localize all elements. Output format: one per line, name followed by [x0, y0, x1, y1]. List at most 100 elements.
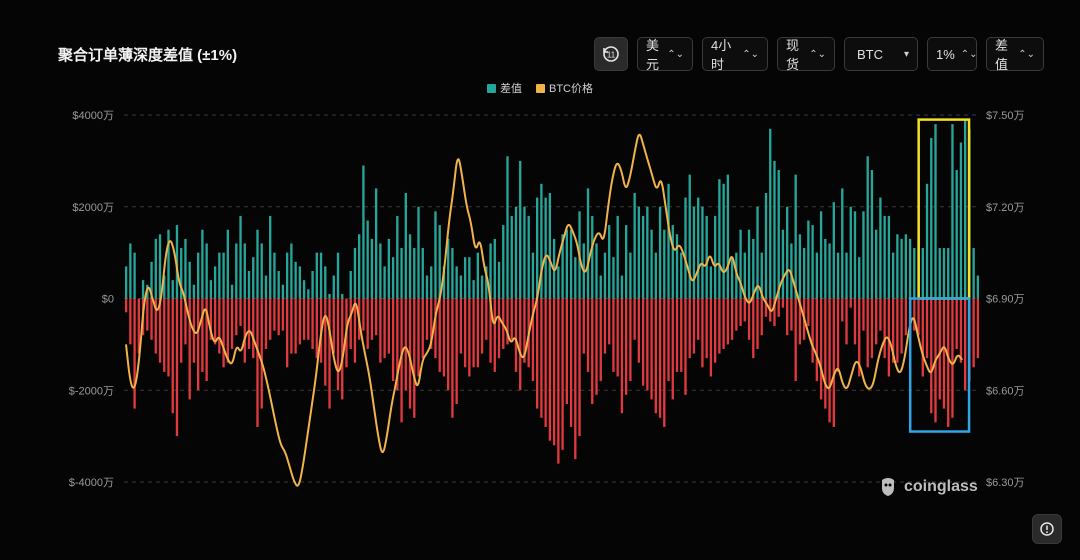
settings-button[interactable]: [1032, 514, 1062, 544]
positive-bar: [434, 211, 437, 299]
coin-select[interactable]: BTC ▾: [844, 37, 918, 71]
positive-bar: [438, 225, 441, 299]
currency-select[interactable]: 美元 ⌃⌄: [637, 37, 693, 72]
negative-bar: [510, 298, 513, 340]
positive-bar: [908, 238, 912, 299]
negative-bar: [675, 298, 679, 372]
positive-bar: [747, 229, 751, 299]
positive-bar: [447, 238, 450, 299]
updown-chevron-icon: ⌃⌄: [960, 48, 978, 60]
positive-bar: [235, 243, 238, 299]
positive-bar: [158, 234, 162, 299]
positive-bar: [417, 206, 420, 299]
positive-bar: [226, 229, 229, 299]
depth-select[interactable]: 1% ⌃⌄: [927, 37, 978, 71]
negative-bar: [608, 298, 611, 345]
negative-bar: [455, 298, 458, 405]
positive-bar: [298, 266, 302, 299]
negative-bar: [336, 298, 340, 391]
negative-bar: [218, 298, 221, 354]
positive-bar: [930, 137, 933, 299]
negative-bar: [582, 298, 585, 354]
negative-bar: [324, 298, 327, 386]
positive-bar: [951, 124, 954, 299]
positive-bar: [730, 257, 734, 299]
positive-bar: [955, 170, 958, 299]
negative-bar: [832, 298, 835, 427]
positive-bar: [201, 229, 204, 299]
positive-bar: [760, 252, 763, 299]
positive-bar: [697, 197, 700, 299]
negative-bar: [447, 298, 450, 391]
negative-bar: [239, 298, 242, 327]
interval-select[interactable]: 4小时 ⌃⌄: [702, 37, 768, 72]
negative-bar: [150, 298, 153, 340]
positive-bar: [188, 261, 191, 299]
updown-chevron-icon: ⌃⌄: [667, 48, 684, 60]
positive-bar: [506, 156, 509, 299]
positive-bar: [239, 215, 242, 299]
negative-bar: [658, 298, 662, 418]
negative-bar: [226, 298, 229, 363]
right-tick-label: $6.90万: [986, 294, 1025, 306]
metric-select[interactable]: 差值 ⌃⌄: [986, 37, 1044, 72]
negative-bar: [815, 298, 819, 382]
positive-bar: [328, 293, 331, 299]
negative-bar: [858, 298, 861, 377]
negative-bar: [404, 298, 407, 391]
negative-bar: [781, 298, 785, 308]
positive-bar: [781, 229, 785, 299]
negative-bar: [930, 298, 933, 414]
positive-bar: [383, 266, 386, 299]
legend-swatch-price: [536, 83, 545, 93]
negative-bar: [641, 298, 645, 386]
positive-bar: [591, 215, 594, 299]
positive-bar: [675, 234, 679, 299]
legend-item-diff[interactable]: 差值: [487, 80, 522, 96]
negative-bar: [739, 298, 742, 327]
negative-bar: [277, 298, 280, 336]
positive-bar: [548, 192, 552, 299]
positive-bar: [205, 243, 208, 299]
positive-bar: [688, 174, 691, 299]
positive-bar: [209, 280, 213, 299]
left-tick-label: $2000万: [72, 202, 114, 214]
negative-bar: [684, 298, 687, 395]
legend-item-price[interactable]: BTC价格: [536, 80, 593, 96]
watermark-text: coinglass: [904, 478, 978, 495]
negative-bar: [548, 298, 552, 441]
positive-bar: [756, 206, 759, 299]
positive-bar: [947, 248, 950, 299]
positive-bar: [896, 234, 899, 299]
negative-bar: [269, 298, 272, 340]
negative-bar: [243, 298, 246, 363]
positive-bar: [739, 229, 742, 299]
positive-bar: [790, 243, 793, 299]
positive-bar: [633, 192, 636, 299]
negative-bar: [955, 298, 958, 349]
history-button[interactable]: 11: [594, 37, 628, 71]
positive-bar: [671, 225, 674, 299]
positive-bar: [349, 270, 352, 299]
positive-bar: [468, 257, 471, 299]
positive-bar: [887, 215, 891, 299]
negative-bar: [879, 298, 882, 331]
positive-bar: [701, 206, 704, 299]
positive-bar: [586, 188, 590, 299]
market-select[interactable]: 现货 ⌃⌄: [777, 37, 835, 72]
negative-bar: [836, 298, 840, 372]
negative-bar: [213, 298, 217, 345]
positive-bar: [531, 252, 535, 299]
positive-bar: [777, 170, 780, 299]
positive-bar: [379, 243, 382, 299]
positive-bar: [773, 160, 776, 299]
positive-bar: [629, 252, 632, 299]
negative-bar: [574, 298, 577, 460]
negative-bar: [777, 298, 780, 317]
negative-bar: [569, 298, 573, 427]
right-tick-label: $6.60万: [986, 385, 1025, 397]
negative-bar: [341, 298, 344, 400]
negative-bar: [421, 298, 424, 359]
positive-bar: [341, 293, 344, 299]
negative-bar: [972, 298, 975, 368]
